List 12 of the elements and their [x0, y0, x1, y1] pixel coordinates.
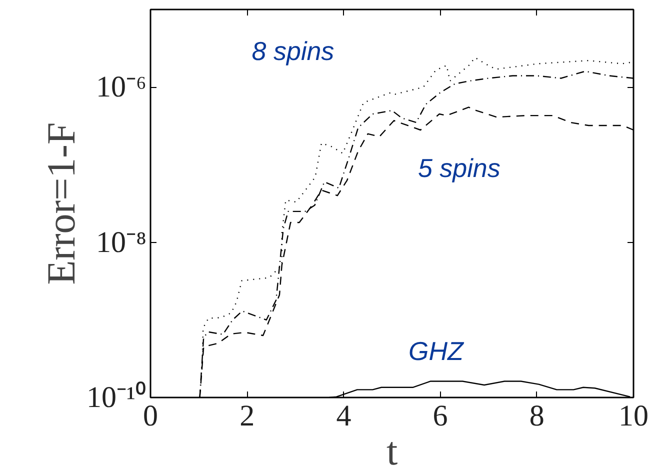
y-tick-label: 10⁻⁶ [96, 70, 147, 104]
annotation: GHZ [408, 336, 465, 366]
y-tick-label: 10⁻⁸ [96, 226, 147, 259]
x-tick-label: 10 [618, 400, 648, 432]
x-tick-label: 2 [240, 400, 255, 432]
x-tick-label: 8 [529, 400, 544, 432]
annotation: 5 spins [418, 152, 500, 183]
annotation: 8 spins [252, 36, 334, 66]
x-axis-title: t [386, 428, 398, 474]
x-tick-label: 4 [336, 400, 352, 432]
x-tick-label: 6 [432, 400, 448, 432]
y-axis-title: Error=1-F [38, 122, 84, 285]
